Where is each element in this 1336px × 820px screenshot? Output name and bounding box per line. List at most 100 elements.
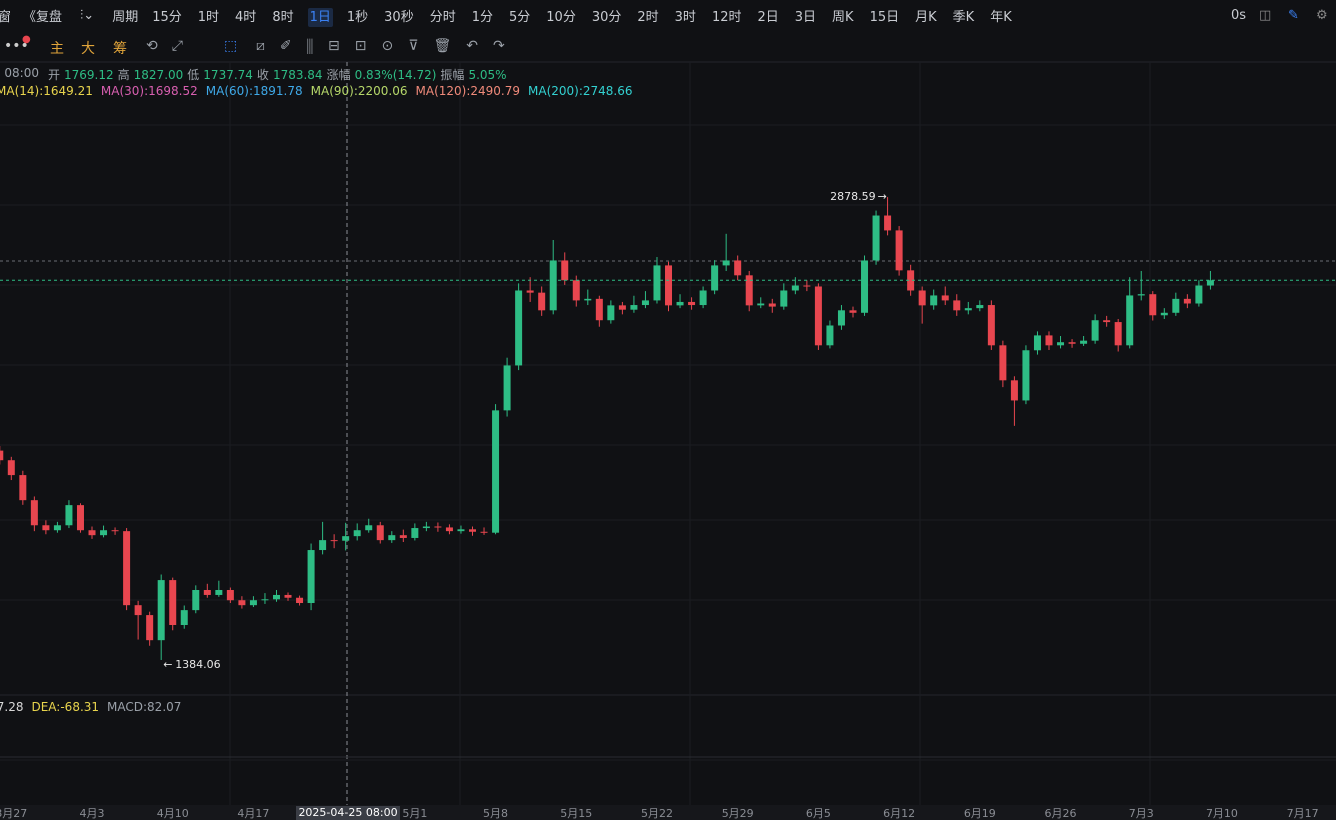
macd-item: MACD:82.07 <box>107 700 182 714</box>
candle-body <box>1080 340 1088 344</box>
candle-body <box>100 530 108 536</box>
ma-item: MA(60):1891.78 <box>205 84 303 98</box>
candle-body <box>1114 322 1122 346</box>
info-value: 1737.74 <box>203 68 253 82</box>
period[interactable]: 4时 <box>235 9 257 25</box>
candle-body <box>1068 342 1076 344</box>
period[interactable]: 3日 <box>794 9 817 25</box>
candle-body <box>445 527 453 532</box>
candle-body <box>849 310 857 313</box>
more[interactable]: ••• <box>4 38 29 54</box>
icon[interactable]: ⫶⌄ <box>80 7 95 23</box>
period[interactable]: 季K <box>952 9 975 25</box>
icon[interactable]: ✎ <box>1288 7 1299 23</box>
period[interactable]: 12时 <box>711 9 742 25</box>
info-value: 1769.12 <box>64 68 114 82</box>
macd-legend: DIF:-27.28 DEA:-68.31 MACD:82.07 <box>0 700 189 714</box>
x-tick-label: 7月3 <box>1129 807 1154 820</box>
candle-body <box>249 600 257 606</box>
period[interactable]: 3时 <box>674 9 696 25</box>
candle-body <box>1206 280 1214 286</box>
icon[interactable]: ◫ <box>1259 7 1272 23</box>
candle-body <box>618 305 626 310</box>
candle-body <box>480 531 488 533</box>
info-label: 振幅 <box>440 68 465 82</box>
period[interactable]: 1秒 <box>346 9 369 25</box>
candle-body <box>492 410 500 533</box>
tool[interactable]: 窗 <box>0 9 12 25</box>
candle-body <box>399 535 407 538</box>
period[interactable]: 年K <box>990 9 1012 25</box>
icon[interactable]: ⚙ <box>1316 7 1328 23</box>
candle-body <box>964 308 972 311</box>
x-tick-label: 5月8 <box>483 807 508 820</box>
candle-body <box>641 300 649 306</box>
info-label: 涨幅 <box>326 68 351 82</box>
period[interactable]: 5分 <box>509 9 531 25</box>
tool[interactable]: 主 <box>50 41 64 57</box>
candle-body <box>734 260 742 276</box>
x-tick-label: 6月26 <box>1045 807 1077 820</box>
candle-body <box>665 265 673 306</box>
x-tick-label: 3月27 <box>0 807 27 820</box>
candle-body <box>1045 335 1053 346</box>
candle-body <box>388 535 396 541</box>
period[interactable]: 15分 <box>152 9 182 25</box>
candle-body <box>146 615 154 641</box>
x-tick-label: 4月17 <box>237 807 269 820</box>
tool[interactable]: 筹 <box>113 41 127 57</box>
period[interactable]: 分时 <box>429 9 456 25</box>
candle-body <box>111 530 119 532</box>
ma-item: MA(90):2200.06 <box>310 84 408 98</box>
period[interactable]: 2时 <box>637 9 659 25</box>
candle-body <box>353 530 361 537</box>
period[interactable]: 1时 <box>197 9 220 25</box>
period[interactable]: 30分 <box>591 9 622 25</box>
candle-body <box>918 290 926 306</box>
candle-body <box>261 599 269 601</box>
period[interactable]: 2日 <box>757 9 779 25</box>
candle-body <box>999 345 1007 381</box>
x-tick-label: 6月19 <box>964 807 996 820</box>
icons[interactable]: ⟲⤢ <box>146 38 197 54</box>
candle-body <box>226 590 234 601</box>
period[interactable]: 10分 <box>546 9 576 25</box>
tool[interactable]: 周期 <box>112 9 139 25</box>
candle-body <box>688 301 696 306</box>
icons[interactable]: ⬚ <box>224 38 238 54</box>
candle-body <box>365 525 373 531</box>
candle-body <box>895 230 903 271</box>
candle-body <box>42 525 50 531</box>
candle-body <box>1172 298 1180 313</box>
candle-body <box>65 505 73 526</box>
tool[interactable]: 大 <box>81 41 95 57</box>
macd-item: DIF:-27.28 <box>0 700 24 714</box>
grid <box>0 62 1336 805</box>
candle-body <box>907 270 915 291</box>
x-tick-label: 5月29 <box>722 807 754 820</box>
candle-body <box>1022 350 1030 401</box>
candle-body <box>1057 342 1065 346</box>
period[interactable]: 周K <box>832 9 854 25</box>
candle-body <box>837 310 845 326</box>
period[interactable]: 30秒 <box>384 9 414 25</box>
period[interactable]: 15日 <box>869 9 900 25</box>
arrow: → <box>878 190 887 203</box>
candle-body <box>503 365 511 411</box>
dot: ● <box>22 34 31 45</box>
candle-body <box>422 526 430 529</box>
candle-body <box>53 525 61 531</box>
icons[interactable]: ⧄✐⫼⊟⊡⊙⊽🗑↶↷ <box>256 38 520 54</box>
period[interactable]: 1分 <box>471 9 493 25</box>
candle-body <box>745 275 753 306</box>
x-tick-label: 7月17 <box>1287 807 1319 820</box>
candle-body <box>123 531 131 606</box>
x-tick-label: 4月3 <box>80 807 105 820</box>
ohlc-info: 2025-04-25 08:00 开1769.12高1827.00低1737.7… <box>0 66 1336 82</box>
tool[interactable]: 《复盘 <box>23 9 63 25</box>
period[interactable]: 月K <box>915 9 937 25</box>
period[interactable]: 8时 <box>272 9 294 25</box>
period[interactable]: 1日 <box>307 7 333 27</box>
candle-body <box>722 260 730 266</box>
